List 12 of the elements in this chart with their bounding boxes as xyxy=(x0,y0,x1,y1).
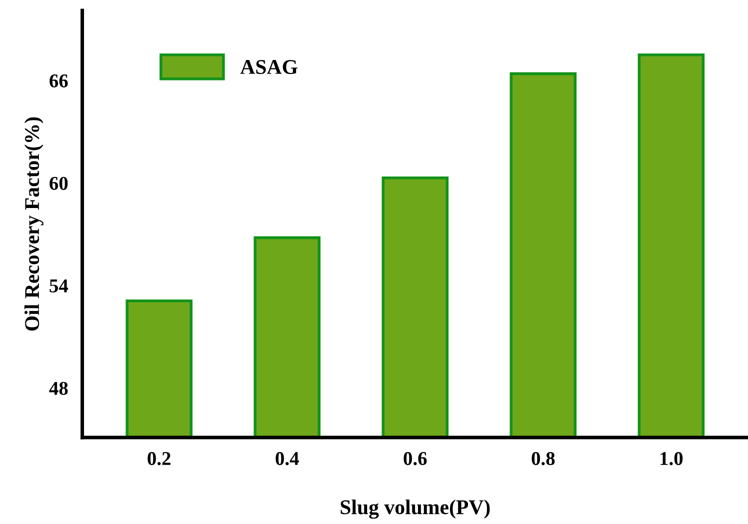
y-tick-label: 48 xyxy=(49,382,68,395)
y-axis-title: Oil Recovery Factor(%) xyxy=(24,117,44,331)
legend-label: ASAG xyxy=(240,60,298,74)
y-tick-label: 60 xyxy=(50,176,68,190)
y-tick-label: 66 xyxy=(50,74,68,88)
x-tick-label: 0.6 xyxy=(404,452,427,466)
x-tick-label: 1.0 xyxy=(660,452,683,466)
x-axis-title: Slug volume(PV) xyxy=(340,500,490,519)
x-tick-label: 0.8 xyxy=(532,452,555,466)
x-tick-label: 0.4 xyxy=(276,452,299,466)
y-tick-label: 54 xyxy=(50,279,68,292)
x-tick-label: 0.2 xyxy=(148,452,170,466)
